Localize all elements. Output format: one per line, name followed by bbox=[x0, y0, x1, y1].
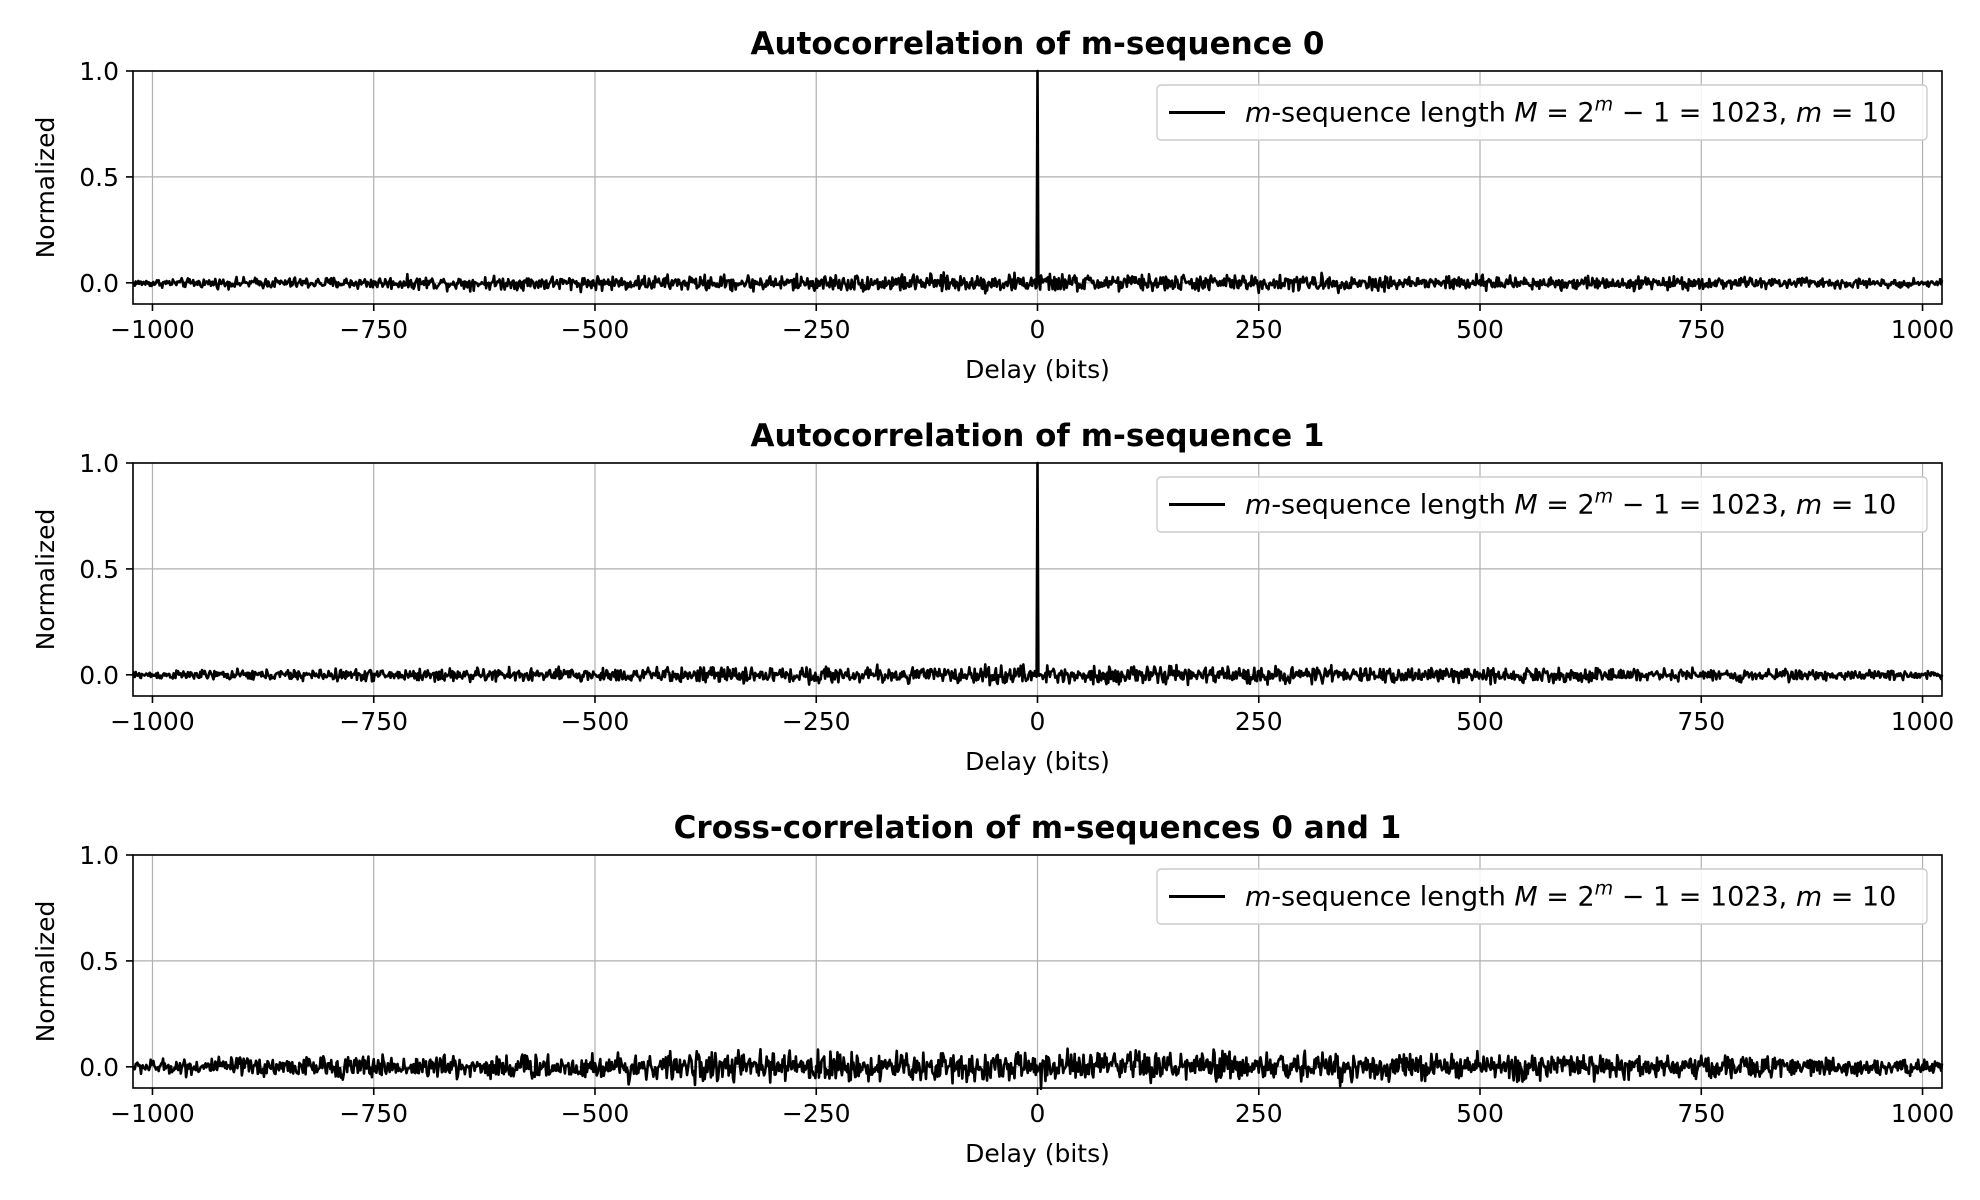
x-axis-label: Delay (bits) bbox=[965, 1139, 1110, 1168]
series-line bbox=[131, 1047, 1944, 1091]
x-tick-label: −1000 bbox=[110, 315, 195, 344]
legend-label-part: M bbox=[1514, 882, 1537, 913]
x-tick-label: −750 bbox=[339, 1099, 408, 1128]
chart-title: Autocorrelation of m-sequence 0 bbox=[751, 26, 1325, 62]
legend-label-part: m bbox=[1245, 98, 1271, 129]
y-tick-label: 1.0 bbox=[79, 449, 119, 478]
x-tick-label: −500 bbox=[561, 1099, 630, 1128]
x-axis-label: Delay (bits) bbox=[965, 355, 1110, 384]
legend-label-part: = 10 bbox=[1822, 98, 1896, 129]
legend-label: m-sequence length M = 2m − 1 = 1023, m =… bbox=[1245, 878, 1896, 913]
y-tick-label: 0.0 bbox=[79, 269, 119, 298]
x-tick-label: −250 bbox=[782, 1099, 851, 1128]
x-tick-label: 1000 bbox=[1891, 315, 1955, 344]
subplot-0: Autocorrelation of m-sequence 0 −1000 −750… bbox=[31, 26, 1954, 384]
legend-label-part: -sequence length bbox=[1271, 882, 1514, 913]
subplot-1: Autocorrelation of m-sequence 1 −1000 −750… bbox=[31, 418, 1954, 776]
x-tick-label: −750 bbox=[339, 707, 408, 736]
y-axis-label: Normalized bbox=[31, 901, 60, 1043]
legend-label-part: m bbox=[1595, 94, 1614, 116]
y-tick-label: 1.0 bbox=[79, 57, 119, 86]
x-tick-label: −500 bbox=[561, 707, 630, 736]
legend-label-part: m bbox=[1595, 486, 1614, 508]
legend-label-part: m bbox=[1595, 878, 1614, 900]
y-axis-label: Normalized bbox=[31, 117, 60, 259]
legend-label: m-sequence length M = 2m − 1 = 1023, m =… bbox=[1245, 94, 1896, 129]
legend-label-part: M bbox=[1514, 98, 1537, 129]
legend: m-sequence length M = 2m − 1 = 1023, m =… bbox=[1156, 84, 1928, 141]
subplot-2: Cross-correlation of m-sequences 0 and 1… bbox=[31, 810, 1954, 1168]
legend: m-sequence length M = 2m − 1 = 1023, m =… bbox=[1156, 476, 1928, 533]
legend-label-part: − 1 = 1023, bbox=[1613, 98, 1796, 129]
x-tick-label: −1000 bbox=[110, 1099, 195, 1128]
x-tick-label: −500 bbox=[561, 315, 630, 344]
legend-frame bbox=[1156, 868, 1928, 925]
x-tick-label: 0 bbox=[1030, 707, 1046, 736]
x-tick-label: 0 bbox=[1030, 315, 1046, 344]
x-tick-label: 1000 bbox=[1891, 1099, 1955, 1128]
legend-label-part: = 10 bbox=[1822, 490, 1896, 521]
y-tick-label: 1.0 bbox=[79, 841, 119, 870]
x-tick-label: 0 bbox=[1030, 1099, 1046, 1128]
x-tick-label: −750 bbox=[339, 315, 408, 344]
legend-label-part: M bbox=[1514, 490, 1537, 521]
legend-label-part: − 1 = 1023, bbox=[1613, 490, 1796, 521]
x-tick-label: −250 bbox=[782, 707, 851, 736]
y-tick-label: 0.0 bbox=[79, 1053, 119, 1082]
legend-label-part: = 2 bbox=[1538, 882, 1595, 913]
legend-label-part: m bbox=[1796, 882, 1822, 913]
legend-label-part: − 1 = 1023, bbox=[1613, 882, 1796, 913]
x-tick-label: 750 bbox=[1677, 707, 1725, 736]
x-tick-label: 750 bbox=[1677, 1099, 1725, 1128]
y-axis-label: Normalized bbox=[31, 509, 60, 651]
x-tick-label: 500 bbox=[1456, 707, 1504, 736]
x-tick-label: 500 bbox=[1456, 315, 1504, 344]
legend-frame bbox=[1156, 476, 1928, 533]
x-tick-label: 500 bbox=[1456, 1099, 1504, 1128]
y-tick-label: 0.5 bbox=[79, 947, 119, 976]
x-tick-label: 250 bbox=[1235, 707, 1283, 736]
legend-label-part: = 2 bbox=[1538, 98, 1595, 129]
legend: m-sequence length M = 2m − 1 = 1023, m =… bbox=[1156, 868, 1928, 925]
legend-frame bbox=[1156, 84, 1928, 141]
chart-title: Autocorrelation of m-sequence 1 bbox=[751, 418, 1325, 454]
legend-label-part: -sequence length bbox=[1271, 98, 1514, 129]
x-tick-label: 250 bbox=[1235, 315, 1283, 344]
legend-label: m-sequence length M = 2m − 1 = 1023, m =… bbox=[1245, 486, 1896, 521]
x-tick-label: −250 bbox=[782, 315, 851, 344]
x-axis-label: Delay (bits) bbox=[965, 747, 1110, 776]
legend-label-part: m bbox=[1796, 98, 1822, 129]
legend-label-part: -sequence length bbox=[1271, 490, 1514, 521]
x-tick-label: 750 bbox=[1677, 315, 1725, 344]
legend-label-part: m bbox=[1245, 882, 1271, 913]
x-tick-label: 250 bbox=[1235, 1099, 1283, 1128]
legend-label-part: = 2 bbox=[1538, 490, 1595, 521]
chart-title: Cross-correlation of m-sequences 0 and 1 bbox=[674, 810, 1402, 846]
y-tick-label: 0.5 bbox=[79, 555, 119, 584]
x-tick-label: −1000 bbox=[110, 707, 195, 736]
y-tick-label: 0.0 bbox=[79, 661, 119, 690]
y-tick-label: 0.5 bbox=[79, 163, 119, 192]
legend-label-part: m bbox=[1796, 490, 1822, 521]
legend-label-part: = 10 bbox=[1822, 882, 1896, 913]
x-tick-label: 1000 bbox=[1891, 707, 1955, 736]
legend-label-part: m bbox=[1245, 490, 1271, 521]
